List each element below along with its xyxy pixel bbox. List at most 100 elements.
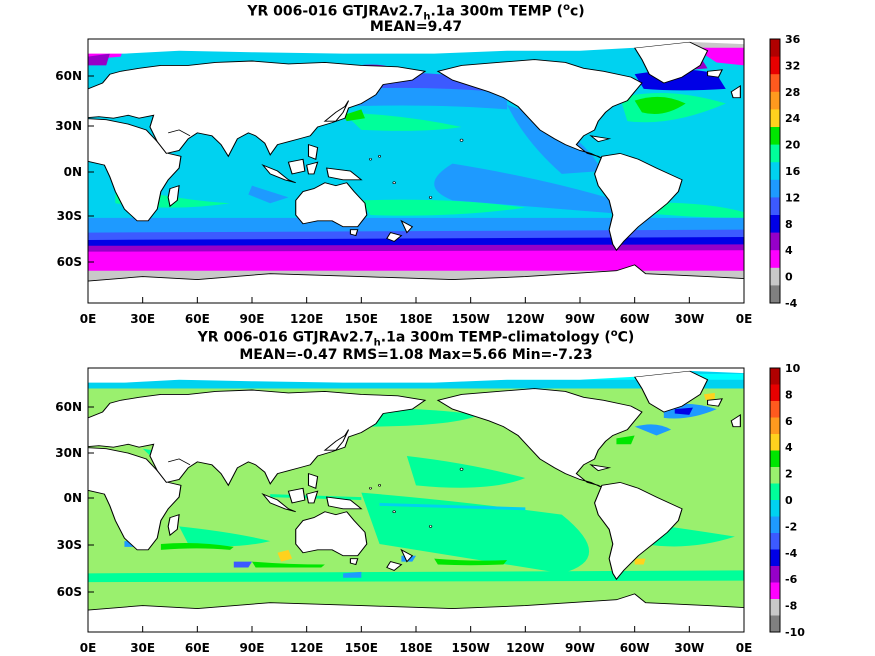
top-colorbar-label: 12 [785, 191, 800, 204]
top-lon-label-4: 120E [290, 312, 323, 326]
bottom-lat-label-60n: 60N [55, 400, 82, 414]
top-colorbar-label: 16 [785, 165, 801, 178]
top-title-superscript: o [563, 2, 570, 13]
top-lat-label-60n: 60N [55, 69, 82, 83]
bottom-colorbar-swatch [770, 401, 780, 418]
bottom-map [88, 368, 744, 633]
bottom-lon-label-8: 120W [506, 641, 544, 655]
top-colorbar-label: 0 [785, 271, 793, 284]
bottom-colorbar-label: -8 [785, 600, 797, 613]
bottom-lon-label-7: 150W [452, 641, 490, 655]
top-colorbar-swatch [770, 74, 780, 93]
bottom-colorbar-label: 10 [785, 362, 801, 375]
top-lon-label-3: 90E [240, 312, 265, 326]
bottom-colorbar-swatch [770, 582, 780, 600]
top-lon-label-2: 60E [185, 312, 210, 326]
top-colorbar-label: -4 [785, 297, 798, 310]
bottom-lon-label-1: 30E [130, 641, 155, 655]
bottom-title-text-mid: .1a 300m TEMP-climatology ( [380, 329, 611, 346]
top-colorbar-label: 8 [785, 218, 793, 231]
top-colorbar-label: 36 [785, 33, 801, 46]
top-colorbar-swatch [770, 127, 780, 146]
bottom-lon-label-5: 150E [345, 641, 378, 655]
top-colorbar-swatch [770, 56, 780, 75]
top-colorbar-swatch [770, 215, 780, 234]
bottom-colorbar-label: 0 [785, 494, 793, 507]
bottom-colorbar-swatch [770, 615, 780, 633]
bottom-title-superscript: o [610, 328, 618, 339]
top-colorbar-label: 4 [785, 244, 793, 257]
top-colorbar-swatch [770, 232, 780, 251]
bottom-colorbar-swatch [770, 434, 780, 451]
top-colorbar: 36 32 28 24 20 16 12 8 4 0 -4 [769, 33, 801, 310]
bottom-title-subscript: h [373, 337, 381, 349]
top-colorbar-swatch [770, 285, 780, 304]
top-colorbar-swatch [770, 267, 780, 286]
bottom-title-text: YR 006-016 GTJRAv2.7 [197, 329, 374, 346]
bottom-lon-label-6: 180E [399, 641, 432, 655]
top-map [88, 39, 744, 304]
top-lon-label-5: 150E [345, 312, 378, 326]
top-lat-label-30s: 30S [57, 209, 82, 223]
bottom-colorbar-swatch [770, 450, 780, 468]
bottom-lon-label-9: 90W [565, 641, 595, 655]
top-lon-label-10: 60W [620, 312, 650, 326]
bottom-panel-stats: MEAN=-0.47 RMS=1.08 Max=5.66 Min=-7.23 [239, 347, 593, 363]
top-title-subscript: h [423, 11, 431, 23]
top-colorbar-swatch [770, 162, 780, 181]
top-colorbar-frame [769, 38, 781, 304]
top-colorbar-label: 24 [785, 112, 801, 125]
bottom-colorbar-swatch [770, 500, 780, 517]
bottom-lat-label-30s: 30S [57, 538, 82, 552]
top-lon-label-6: 180E [399, 312, 432, 326]
bottom-colorbar-swatch [770, 417, 780, 435]
bottom-title-text-end: C) [617, 329, 635, 346]
bottom-colorbar-label: -4 [785, 547, 798, 560]
bottom-colorbar-label: 8 [785, 388, 793, 401]
top-colorbar-swatch [770, 179, 780, 198]
bottom-lon-label-3: 90E [240, 641, 265, 655]
top-lon-label-9: 90W [565, 312, 595, 326]
bottom-colorbar-label: -2 [785, 520, 797, 533]
bottom-colorbar-label: 4 [785, 441, 793, 454]
top-title-text-end: c) [569, 3, 585, 20]
bottom-colorbar-label: 6 [785, 415, 793, 428]
top-colorbar-swatch [770, 39, 780, 58]
top-lon-label-8: 120W [506, 312, 544, 326]
bottom-colorbar-label: -10 [785, 626, 805, 639]
top-colorbar-swatch [770, 91, 780, 110]
top-lon-label-0: 0E [80, 312, 97, 326]
top-lon-label-12: 0E [736, 312, 753, 326]
bottom-lon-label-11: 30W [674, 641, 704, 655]
top-colorbar-label: 20 [785, 139, 801, 152]
bottom-colorbar-swatch [770, 467, 780, 484]
top-colorbar-swatch [770, 109, 780, 128]
top-title-text-mid: .1a 300m TEMP ( [430, 3, 564, 20]
bottom-lat-label-0n: 0N [64, 491, 82, 505]
top-lat-label-0n: 0N [64, 165, 82, 179]
bottom-colorbar-label: -6 [785, 573, 798, 586]
top-colorbar-swatch [770, 250, 780, 269]
top-colorbar-label: 32 [785, 59, 800, 72]
top-colorbar-swatch [770, 197, 780, 216]
top-lon-label-11: 30W [674, 312, 704, 326]
top-panel-title: YR 006-016 GTJRAv2.7h.1a 300m TEMP (oc) [88, 0, 744, 25]
top-lat-label-60s: 60S [57, 255, 82, 269]
bottom-colorbar-swatch [770, 516, 780, 534]
bottom-lon-label-4: 120E [290, 641, 323, 655]
bottom-colorbar-swatch [770, 368, 780, 385]
bottom-lon-label-2: 60E [185, 641, 210, 655]
top-axes: 60N 30N 0N 30S 60S 0E 30E 60E 90E 120E 150E 180E 150… [55, 69, 752, 326]
bottom-panel-title: YR 006-016 GTJRAv2.7h.1a 300m TEMP-clima… [88, 326, 744, 351]
top-lon-label-1: 30E [130, 312, 155, 326]
bottom-colorbar-swatch [770, 533, 780, 550]
top-colorbar-label: 28 [785, 86, 800, 99]
bottom-colorbar-swatch [770, 384, 780, 402]
bottom-colorbar-swatch [770, 549, 780, 567]
bottom-axes: 60N 30N 0N 30S 60S 0E 30E 60E 90E 120E 150E 180E 150… [55, 400, 752, 655]
bottom-lat-label-30n: 30N [55, 446, 82, 460]
bottom-colorbar-swatch [770, 566, 780, 583]
bottom-colorbar-swatch [770, 483, 780, 501]
top-title-text: YR 006-016 GTJRAv2.7 [247, 3, 424, 20]
